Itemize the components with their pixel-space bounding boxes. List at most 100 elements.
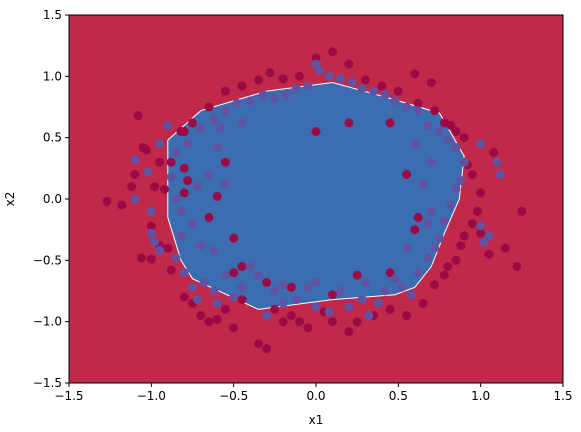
data-point bbox=[324, 307, 334, 317]
data-point bbox=[216, 123, 225, 133]
data-point bbox=[377, 81, 387, 91]
data-point bbox=[196, 123, 206, 133]
data-point bbox=[237, 118, 247, 128]
data-point bbox=[446, 200, 456, 210]
data-point bbox=[133, 111, 143, 121]
data-point bbox=[426, 78, 436, 87]
data-point bbox=[303, 282, 313, 292]
data-point bbox=[220, 106, 230, 116]
data-point bbox=[456, 176, 466, 186]
data-point bbox=[245, 262, 255, 271]
data-point bbox=[484, 231, 494, 241]
data-point bbox=[265, 68, 275, 78]
data-point bbox=[311, 277, 321, 287]
data-point bbox=[171, 147, 181, 157]
data-point bbox=[130, 155, 140, 165]
x-tick-label: 0.5 bbox=[389, 389, 408, 403]
data-point bbox=[146, 228, 156, 238]
data-point bbox=[402, 170, 412, 179]
data-point bbox=[410, 69, 420, 79]
data-point bbox=[253, 75, 263, 85]
data-point bbox=[443, 262, 453, 271]
data-point bbox=[204, 212, 214, 222]
data-point bbox=[188, 282, 197, 292]
data-point bbox=[407, 290, 416, 300]
data-point bbox=[229, 268, 239, 278]
series-0 bbox=[102, 47, 527, 354]
data-point bbox=[451, 127, 461, 136]
data-point bbox=[102, 197, 112, 206]
data-point bbox=[183, 139, 193, 149]
y-tick-label: 0.5 bbox=[43, 131, 62, 145]
y-axis-label: x2 bbox=[3, 192, 17, 207]
data-point bbox=[328, 47, 337, 57]
data-point bbox=[160, 184, 169, 194]
data-point bbox=[204, 317, 214, 327]
data-point bbox=[295, 317, 304, 327]
data-point bbox=[204, 170, 214, 179]
data-point bbox=[130, 170, 140, 179]
data-point bbox=[484, 249, 494, 259]
data-point bbox=[385, 268, 395, 278]
data-point bbox=[380, 90, 390, 100]
data-point bbox=[183, 176, 193, 186]
x-axis-label: x1 bbox=[309, 413, 324, 427]
data-point bbox=[163, 243, 173, 253]
data-point bbox=[204, 102, 214, 112]
data-point bbox=[212, 298, 222, 308]
data-point bbox=[141, 145, 151, 155]
x-tick-label: 1.0 bbox=[471, 389, 490, 403]
data-point bbox=[517, 206, 527, 216]
data-point bbox=[324, 71, 334, 81]
data-point bbox=[229, 323, 239, 333]
data-point bbox=[426, 206, 436, 216]
data-point bbox=[146, 254, 156, 264]
data-point bbox=[402, 311, 412, 320]
data-point bbox=[245, 96, 255, 106]
data-point bbox=[413, 106, 423, 116]
data-point bbox=[489, 147, 499, 157]
data-point bbox=[286, 282, 296, 292]
data-point bbox=[295, 71, 304, 81]
data-point bbox=[357, 84, 367, 94]
data-point bbox=[311, 59, 321, 69]
data-point bbox=[209, 286, 219, 296]
data-point bbox=[311, 302, 321, 312]
data-point bbox=[439, 118, 449, 128]
data-point bbox=[196, 311, 206, 320]
data-point bbox=[344, 118, 354, 128]
data-point bbox=[385, 118, 395, 128]
data-point bbox=[430, 243, 440, 253]
data-point bbox=[402, 102, 412, 112]
data-point bbox=[220, 179, 230, 189]
data-point bbox=[451, 184, 461, 194]
data-point bbox=[439, 270, 449, 280]
data-point bbox=[328, 317, 337, 327]
data-point bbox=[476, 228, 486, 238]
data-point bbox=[262, 277, 272, 287]
data-point bbox=[423, 120, 433, 130]
data-point bbox=[413, 212, 423, 222]
data-point bbox=[459, 157, 469, 167]
data-point bbox=[456, 241, 466, 251]
data-point bbox=[155, 246, 165, 255]
plot-area bbox=[69, 15, 563, 383]
data-point bbox=[278, 280, 288, 290]
data-point bbox=[220, 270, 230, 280]
data-point bbox=[278, 317, 288, 327]
data-point bbox=[179, 188, 189, 198]
data-point bbox=[127, 182, 137, 192]
data-point bbox=[347, 78, 357, 87]
data-point bbox=[352, 317, 362, 327]
data-point bbox=[336, 286, 346, 296]
x-tick-label: −0.5 bbox=[219, 389, 248, 403]
data-point bbox=[237, 282, 247, 292]
y-tick-label: 1.5 bbox=[43, 8, 62, 22]
data-point bbox=[467, 219, 477, 228]
data-point bbox=[237, 295, 247, 305]
data-point bbox=[171, 194, 181, 204]
data-point bbox=[344, 59, 354, 69]
data-point bbox=[472, 206, 482, 216]
data-point bbox=[192, 182, 202, 192]
